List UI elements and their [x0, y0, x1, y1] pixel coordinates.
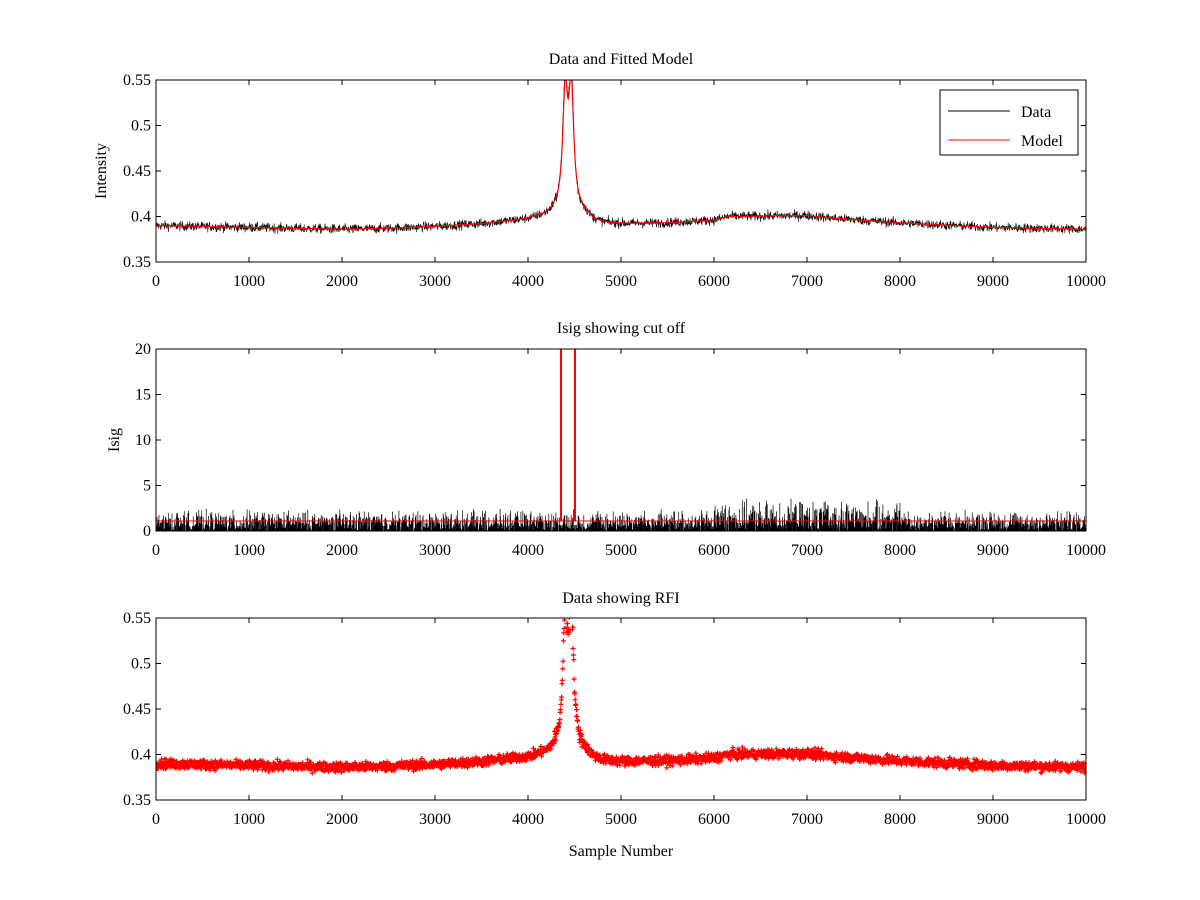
y-tick-label: 0.35: [123, 792, 151, 809]
y-axis-label: Isig: [106, 428, 123, 452]
y-tick-label: 0.35: [123, 254, 151, 271]
x-tick-label: 5000: [605, 811, 637, 828]
x-tick-label: 4000: [512, 273, 544, 290]
x-tick-label: 6000: [698, 811, 730, 828]
series-data-line: [156, 80, 1086, 234]
x-tick-label: 4000: [512, 811, 544, 828]
x-tick-label: 9000: [977, 273, 1009, 290]
series-layer: [156, 80, 1086, 234]
x-tick-label: 2000: [326, 542, 358, 559]
x-tick-label: 5000: [605, 542, 637, 559]
x-tick-label: 9000: [977, 542, 1009, 559]
series-cutoff-line: [156, 349, 1086, 522]
legend-model-label: Model: [1021, 133, 1063, 150]
x-tick-label: 10000: [1066, 273, 1106, 290]
y-tick-label: 5: [143, 478, 151, 495]
axis-ticks: 0 1000 2000 3000 4000 5000 6000 7000 8000 9000 100…: [135, 341, 1106, 559]
x-tick-label: 0: [152, 542, 160, 559]
x-tick-label: 7000: [791, 811, 823, 828]
x-tick-label: 3000: [419, 811, 451, 828]
x-axis-label: Sample Number: [569, 843, 674, 860]
y-tick-label: 0: [143, 523, 151, 540]
plot-frame: [155, 79, 1087, 263]
legend-data-label: Data: [1021, 104, 1051, 121]
x-tick-label: 3000: [419, 542, 451, 559]
x-tick-label: 10000: [1066, 542, 1106, 559]
x-tick-label: 6000: [698, 542, 730, 559]
x-tick-label: 1000: [233, 273, 265, 290]
y-tick-label: 0.45: [123, 701, 151, 718]
x-tick-label: 2000: [326, 273, 358, 290]
axis-ticks: 0 1000 2000 3000 4000 5000 6000 7000 8000 9000 100…: [123, 72, 1106, 290]
x-tick-label: 0: [152, 273, 160, 290]
y-tick-label: 0.4: [131, 747, 151, 764]
x-tick-label: 5000: [605, 273, 637, 290]
y-tick-label: 0.45: [123, 163, 151, 180]
y-tick-label: 15: [135, 387, 151, 404]
x-tick-label: 4000: [512, 542, 544, 559]
subplot-data-and-fitted-model: Data and Fitted Model Intensity 0 1000 200…: [93, 51, 1106, 290]
axis-ticks: 0 1000 2000 3000 4000 5000 6000 7000 8000 9000 100…: [123, 610, 1106, 828]
x-tick-label: 0: [152, 811, 160, 828]
subplot-title: Data showing RFI: [562, 590, 679, 607]
series-rfi-markers: [156, 618, 1086, 776]
y-tick-label: 0.5: [131, 118, 151, 135]
x-tick-label: 10000: [1066, 811, 1106, 828]
x-tick-label: 1000: [233, 811, 265, 828]
x-tick-label: 8000: [884, 811, 916, 828]
y-tick-label: 10: [135, 432, 151, 449]
subplot-isig-showing-cut-off: Isig showing cut off Isig 0 1000 2000 3000 4…: [106, 320, 1106, 559]
x-tick-label: 7000: [791, 542, 823, 559]
legend: Data Model: [939, 89, 1079, 156]
x-tick-label: 1000: [233, 542, 265, 559]
series-model-line: [156, 80, 1086, 230]
subplot-title: Data and Fitted Model: [549, 51, 694, 68]
y-tick-label: 0.55: [123, 610, 151, 627]
x-tick-label: 2000: [326, 811, 358, 828]
x-tick-label: 7000: [791, 273, 823, 290]
x-tick-label: 6000: [698, 273, 730, 290]
y-tick-label: 20: [135, 341, 151, 358]
subplot-title: Isig showing cut off: [557, 320, 686, 337]
plot-frame: [155, 617, 1087, 801]
legend-box: [939, 89, 1079, 156]
x-tick-label: 3000: [419, 273, 451, 290]
series-layer: [156, 618, 1086, 776]
x-tick-label: 8000: [884, 273, 916, 290]
plot-frame: [155, 348, 1087, 532]
x-tick-label: 9000: [977, 811, 1009, 828]
y-tick-label: 0.55: [123, 72, 151, 89]
y-axis-label: Intensity: [93, 143, 110, 199]
y-tick-label: 0.5: [131, 656, 151, 673]
y-tick-label: 0.4: [131, 209, 151, 226]
subplot-data-showing-rfi: Data showing RFI Sample Number 0 1000 2000…: [123, 590, 1106, 860]
x-tick-label: 8000: [884, 542, 916, 559]
